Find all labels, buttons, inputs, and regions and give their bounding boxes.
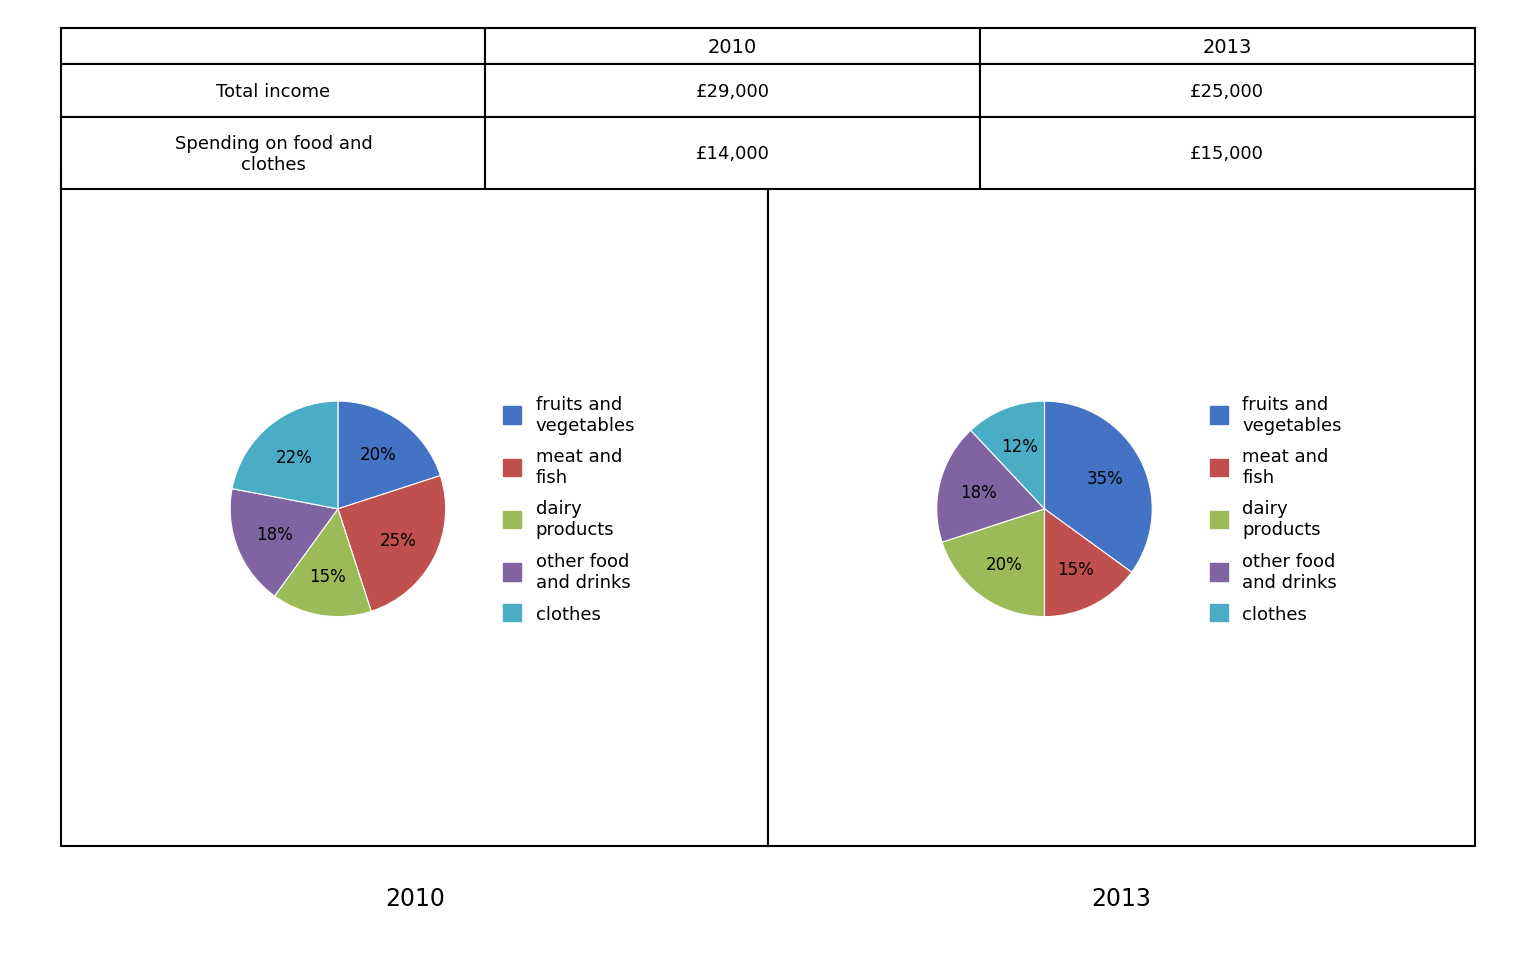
Legend: fruits and
vegetables, meat and
fish, dairy
products, other food
and drinks, clo: fruits and vegetables, meat and fish, da… [504, 395, 636, 624]
Wedge shape [338, 476, 445, 612]
Wedge shape [1044, 402, 1152, 573]
Text: £25,000: £25,000 [1190, 83, 1264, 101]
Wedge shape [971, 402, 1044, 509]
Bar [980, 118, 1475, 190]
Text: 15%: 15% [309, 567, 346, 585]
Text: 20%: 20% [359, 446, 396, 463]
Bar [485, 29, 980, 65]
Text: £14,000: £14,000 [696, 145, 770, 163]
Bar [61, 173, 768, 846]
Bar [61, 65, 485, 118]
Wedge shape [942, 509, 1044, 617]
Bar [980, 65, 1475, 118]
Bar [768, 173, 1475, 846]
Text: 2013: 2013 [1203, 37, 1252, 57]
Wedge shape [230, 489, 338, 597]
Text: 2013: 2013 [1092, 887, 1150, 910]
Text: 35%: 35% [1086, 470, 1123, 487]
Text: Total income: Total income [217, 83, 330, 101]
Bar [485, 65, 980, 118]
Text: 18%: 18% [960, 483, 997, 502]
Text: £29,000: £29,000 [696, 83, 770, 101]
Bar [980, 29, 1475, 65]
Text: 18%: 18% [257, 526, 293, 543]
Wedge shape [232, 402, 338, 509]
Legend: fruits and
vegetables, meat and
fish, dairy
products, other food
and drinks, clo: fruits and vegetables, meat and fish, da… [1210, 395, 1342, 624]
Bar [61, 29, 485, 65]
Text: £15,000: £15,000 [1190, 145, 1264, 163]
Text: Spending on food and
clothes: Spending on food and clothes [175, 135, 372, 174]
Text: 20%: 20% [986, 555, 1023, 573]
Text: 15%: 15% [1057, 561, 1094, 579]
Text: 25%: 25% [379, 531, 416, 549]
Text: 2010: 2010 [386, 887, 444, 910]
Text: 22%: 22% [276, 448, 313, 466]
Bar [485, 118, 980, 190]
Wedge shape [275, 509, 372, 617]
Text: 12%: 12% [1001, 437, 1038, 456]
Bar [61, 118, 485, 190]
Wedge shape [338, 402, 441, 509]
Text: 2010: 2010 [708, 37, 757, 57]
Wedge shape [937, 431, 1044, 543]
Wedge shape [1044, 509, 1132, 617]
